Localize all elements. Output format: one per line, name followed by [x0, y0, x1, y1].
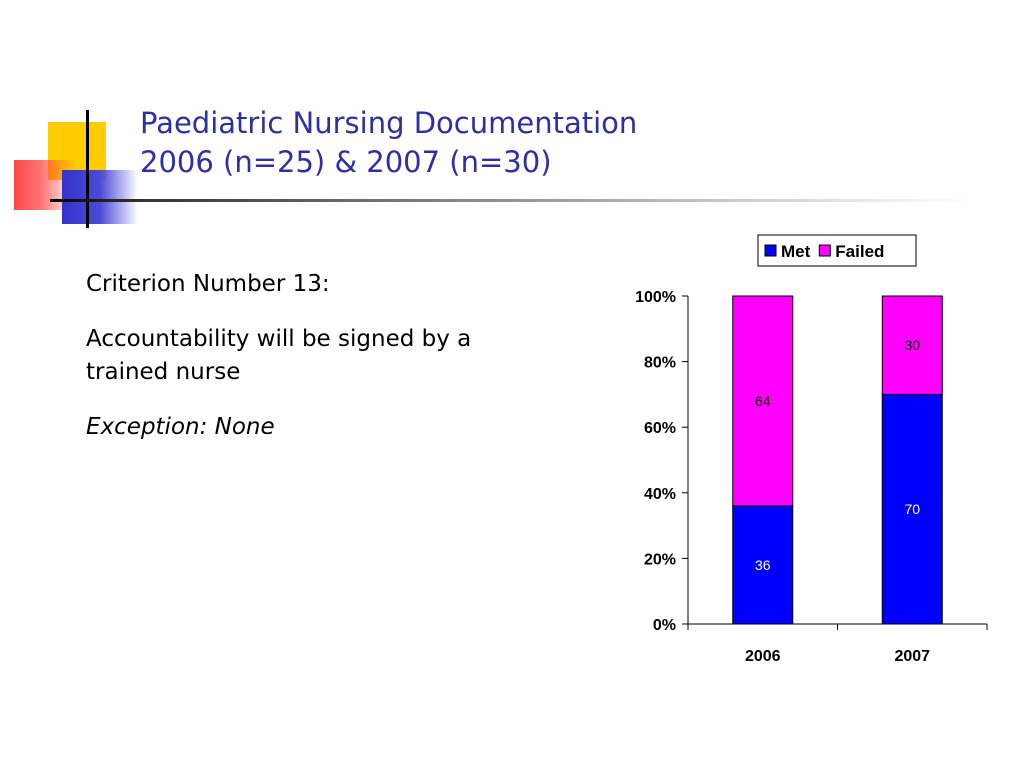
legend-swatch-failed: [818, 244, 831, 257]
data-label: 30: [904, 337, 920, 353]
title-line-1: Paediatric Nursing Documentation: [140, 106, 638, 140]
title-line-2: 2006 (n=25) & 2007 (n=30): [140, 145, 552, 179]
data-label: 70: [904, 501, 920, 517]
bar-met: [732, 505, 794, 625]
legend-label: Failed: [835, 242, 884, 261]
slide-title: Paediatric Nursing Documentation 2006 (n…: [140, 104, 637, 182]
y-tick-label: 60%: [644, 420, 676, 437]
y-tick-label: 0%: [653, 617, 676, 634]
data-label: 64: [755, 393, 771, 409]
y-tick-label: 80%: [644, 355, 676, 372]
legend-label: Met: [781, 242, 811, 261]
chart-plot-area: 0% 20% 40% 60% 80% 100% 2006 36 64 2007 70 30: [635, 289, 988, 665]
criterion-text: Criterion Number 13:: [86, 271, 330, 297]
decor-blue-square: [62, 170, 138, 224]
x-tick-label: 2007: [894, 648, 930, 665]
statement-text: Accountability will be signed by a train…: [86, 326, 472, 385]
slide-body: Criterion Number 13: Accountability will…: [86, 268, 506, 466]
y-tick-label: 40%: [644, 486, 676, 503]
data-label: 36: [755, 557, 771, 573]
stacked-bar-chart: Met Failed 0% 20% 40% 60% 80% 100% 2006 36 64 2007…: [635, 234, 988, 665]
y-tick-label: 20%: [644, 551, 676, 568]
legend-box: [757, 234, 917, 267]
bar-met: [881, 393, 943, 625]
exception-text: Exception: None: [86, 414, 275, 440]
bar-failed: [881, 295, 943, 395]
decor-vertical-line: [86, 110, 89, 228]
chart-legend: Met Failed: [757, 234, 917, 267]
bar-failed: [732, 295, 794, 507]
y-tick-label: 100%: [635, 289, 676, 306]
legend-swatch-met: [764, 244, 777, 257]
title-underline: [50, 199, 970, 202]
x-tick-label: 2006: [745, 648, 781, 665]
